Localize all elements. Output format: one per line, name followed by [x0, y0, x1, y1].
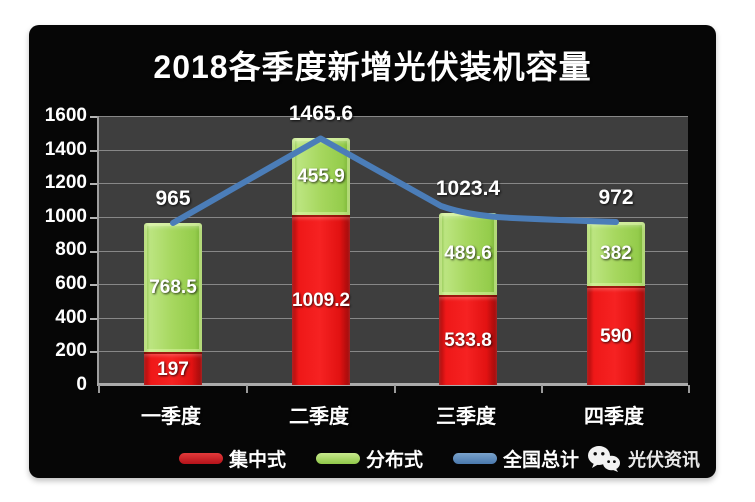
bar-group-q1: 197 768.5 — [144, 223, 202, 385]
watermark: 光伏资讯 — [587, 445, 700, 473]
bar-value-label: 197 — [157, 358, 189, 380]
y-axis-label: 800 — [55, 239, 87, 260]
gridline — [90, 317, 688, 320]
gridline — [90, 216, 688, 219]
y-axis-label: 1200 — [44, 172, 87, 193]
bar-group-q2: 1009.2 455.9 — [292, 138, 350, 385]
bar-value-label: 533.8 — [444, 330, 492, 351]
bar-value-label: 1009.2 — [291, 290, 351, 311]
legend-item-distributed: 分布式 — [316, 445, 423, 472]
x-axis-label-q1: 一季度 — [141, 406, 201, 428]
x-axis-tick — [246, 385, 248, 393]
chart-panel: 2018各季度新增光伏装机容量 1600 1400 1200 1000 800 … — [29, 25, 716, 478]
bar-segment-centralized-q4: 590 — [587, 286, 645, 385]
x-axis-label-q4: 四季度 — [584, 406, 644, 428]
bar-value-label: 768.5 — [149, 276, 197, 298]
legend: 集中式 分布式 全国总计 — [179, 444, 579, 472]
bar-group-q4: 590 382 — [587, 222, 645, 385]
legend-label: 全国总计 — [503, 449, 580, 471]
total-label-q4: 972 — [598, 186, 634, 209]
bar-segment-centralized-q2: 1009.2 — [292, 215, 350, 385]
legend-swatch-centralized — [179, 452, 223, 464]
bar-segment-distributed-q4: 382 — [587, 222, 645, 286]
legend-item-centralized: 集中式 — [179, 445, 286, 472]
wechat-icon — [588, 446, 620, 472]
bar-segment-distributed-q1: 768.5 — [144, 223, 202, 352]
bar-value-label: 489.6 — [444, 243, 492, 264]
x-axis-label-q2: 二季度 — [289, 406, 349, 428]
total-label-q3: 1023.4 — [435, 177, 501, 200]
y-axis-label: 400 — [55, 307, 87, 328]
x-axis-tick — [688, 385, 690, 393]
gridline — [90, 284, 688, 287]
y-axis-label: 1400 — [44, 139, 87, 160]
x-axis-tick — [393, 385, 396, 393]
x-axis-line — [97, 383, 688, 386]
gridline — [90, 351, 688, 354]
legend-swatch-national-total — [453, 452, 498, 464]
national-total-line — [170, 135, 619, 226]
legend-label: 分布式 — [366, 449, 424, 471]
x-axis-label-q3: 三季度 — [436, 406, 496, 428]
legend-label: 集中式 — [229, 449, 287, 471]
gridline — [90, 149, 688, 152]
bar-group-q3: 533.8 489.6 — [439, 213, 497, 385]
y-axis-label: 0 — [76, 374, 87, 395]
y-axis-label: 600 — [55, 273, 87, 294]
total-label-q2: 1465.6 — [288, 102, 354, 125]
total-label-q1: 965 — [155, 187, 191, 210]
gridline — [90, 250, 688, 253]
y-axis-label: 1000 — [44, 206, 87, 227]
bar-value-label: 455.9 — [297, 165, 345, 187]
y-axis-label: 200 — [55, 340, 87, 361]
x-axis-tick — [98, 385, 100, 393]
legend-item-national-total: 全国总计 — [453, 445, 579, 472]
gridline — [90, 116, 688, 118]
bar-segment-distributed-q3: 489.6 — [439, 213, 497, 295]
x-axis-tick — [541, 385, 543, 393]
bar-value-label: 382 — [600, 243, 632, 264]
watermark-label: 光伏资讯 — [628, 450, 700, 470]
bar-segment-centralized-q3: 533.8 — [439, 295, 497, 385]
bar-segment-centralized-q1: 197 — [144, 352, 202, 385]
gridline — [90, 183, 688, 186]
plot-area: 197 768.5 1009.2 455.9 533.8 — [90, 102, 690, 393]
legend-swatch-distributed — [316, 452, 361, 464]
bar-value-label: 590 — [600, 325, 632, 347]
chart-title: 2018各季度新增光伏装机容量 — [153, 49, 592, 85]
y-axis-label: 1600 — [44, 105, 87, 126]
